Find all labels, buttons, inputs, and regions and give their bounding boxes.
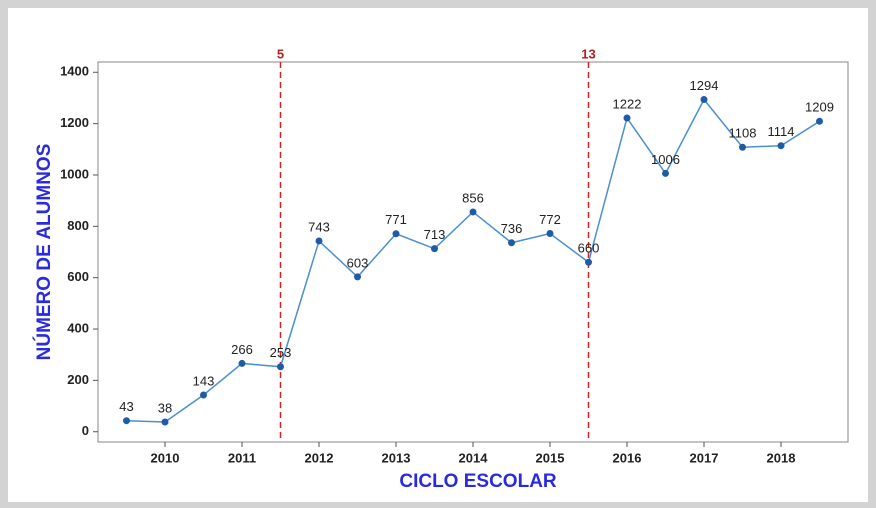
data-label: 1006 [651, 152, 680, 167]
data-point [777, 142, 785, 150]
y-tick-label: 0 [82, 423, 89, 438]
reference-label: 5 [277, 46, 284, 61]
data-point [623, 114, 631, 122]
data-point [585, 258, 593, 266]
data-point [122, 417, 130, 425]
data-point [816, 117, 824, 125]
data-point [700, 95, 708, 103]
data-label: 603 [347, 255, 369, 270]
data-point [276, 363, 284, 371]
data-label: 736 [501, 221, 523, 236]
data-point [315, 237, 323, 245]
data-label: 1209 [805, 100, 834, 115]
x-tick-label: 2014 [459, 450, 489, 465]
data-label: 38 [158, 400, 172, 415]
data-point [662, 169, 670, 177]
panel [8, 8, 868, 502]
y-tick-label: 1000 [60, 166, 89, 181]
y-axis-title: NÚMERO DE ALUMNOS [33, 144, 55, 361]
data-label: 771 [385, 212, 407, 227]
x-tick-label: 2013 [382, 450, 411, 465]
data-label: 1222 [613, 96, 642, 111]
data-point [739, 143, 747, 151]
data-label: 772 [539, 212, 561, 227]
reference-label: 13 [581, 46, 595, 61]
data-point [199, 391, 207, 399]
x-tick-label: 2011 [228, 450, 256, 465]
x-tick-label: 2016 [613, 450, 642, 465]
data-label: 1114 [768, 124, 795, 139]
data-label: 713 [424, 227, 446, 242]
data-point [238, 359, 246, 367]
x-tick-label: 2018 [767, 450, 796, 465]
data-point [508, 239, 516, 247]
data-point [353, 273, 361, 281]
x-tick-label: 2015 [536, 450, 565, 465]
data-label: 43 [119, 399, 133, 414]
data-point [546, 230, 554, 238]
y-tick-label: 600 [67, 269, 89, 284]
x-tick-label: 2017 [690, 450, 719, 465]
data-label: 143 [193, 373, 215, 388]
y-tick-label: 1200 [60, 115, 89, 130]
data-label: 660 [578, 241, 600, 256]
data-point [430, 245, 438, 253]
data-point [392, 230, 400, 238]
y-tick-label: 400 [67, 320, 89, 335]
x-tick-label: 2012 [305, 450, 334, 465]
data-point [161, 418, 169, 426]
data-label: 743 [308, 219, 330, 234]
data-label: 1108 [729, 126, 757, 141]
y-tick-label: 200 [67, 372, 89, 387]
x-axis-title: CICLO ESCOLAR [399, 471, 557, 492]
data-label: 253 [270, 345, 292, 360]
data-point [469, 208, 477, 216]
data-label: 266 [231, 342, 253, 357]
x-tick-label: 2010 [151, 450, 180, 465]
y-tick-label: 800 [67, 218, 89, 233]
y-tick-label: 1400 [60, 64, 89, 79]
data-label: 856 [462, 190, 484, 205]
data-label: 1294 [690, 78, 719, 93]
